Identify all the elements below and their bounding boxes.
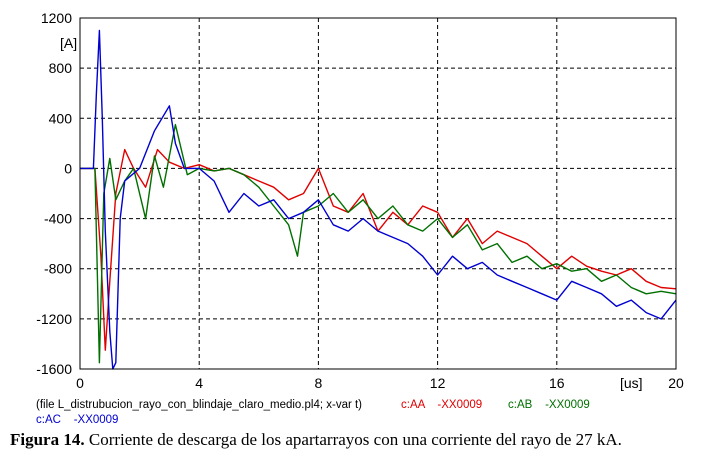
y-tick-label: -800	[44, 261, 72, 277]
y-tick-label: -1600	[36, 361, 72, 377]
x-tick-label: 16	[549, 375, 565, 391]
x-tick-label: 8	[315, 375, 323, 391]
x-tick-labels: 0 4 8 12 16 20	[76, 375, 684, 391]
y-tick-label: -1200	[36, 311, 72, 327]
y-unit-label: [A]	[60, 35, 77, 51]
plot-area	[80, 18, 676, 369]
x-tick-label: 0	[76, 375, 84, 391]
caption-text: Corriente de descarga de los apartarrayo…	[88, 430, 622, 449]
x-tick-label: 20	[668, 375, 684, 391]
series-label-ab: c:AB -XX0009	[508, 399, 590, 411]
y-tick-label: -400	[44, 211, 72, 227]
y-tick-label: 0	[64, 160, 72, 176]
series-line-ab	[80, 123, 677, 364]
series-label-aa: c:AA -XX0009	[401, 399, 482, 411]
x-tick-label: 4	[195, 375, 203, 391]
y-tick-labels: 1200 800 400 0 -400 -800 -1200 -1600	[36, 10, 72, 377]
x-tick-label: 12	[430, 375, 446, 391]
file-info-text: (file L_distrubucion_rayo_con_blindaje_c…	[36, 399, 362, 411]
caption-label: Figura 14.	[10, 430, 85, 449]
series-line-ac	[80, 29, 677, 370]
figure-caption: Figura 14. Corriente de descarga de los …	[10, 430, 710, 450]
y-tick-label: 800	[49, 60, 73, 76]
y-tick-label: 1200	[41, 10, 72, 26]
series-label-ac: c:AC -XX0009	[36, 414, 118, 425]
series-group	[80, 29, 677, 370]
plot-frame	[79, 17, 677, 370]
y-tick-label: 400	[49, 110, 73, 126]
x-unit-label: [us]	[620, 375, 643, 391]
